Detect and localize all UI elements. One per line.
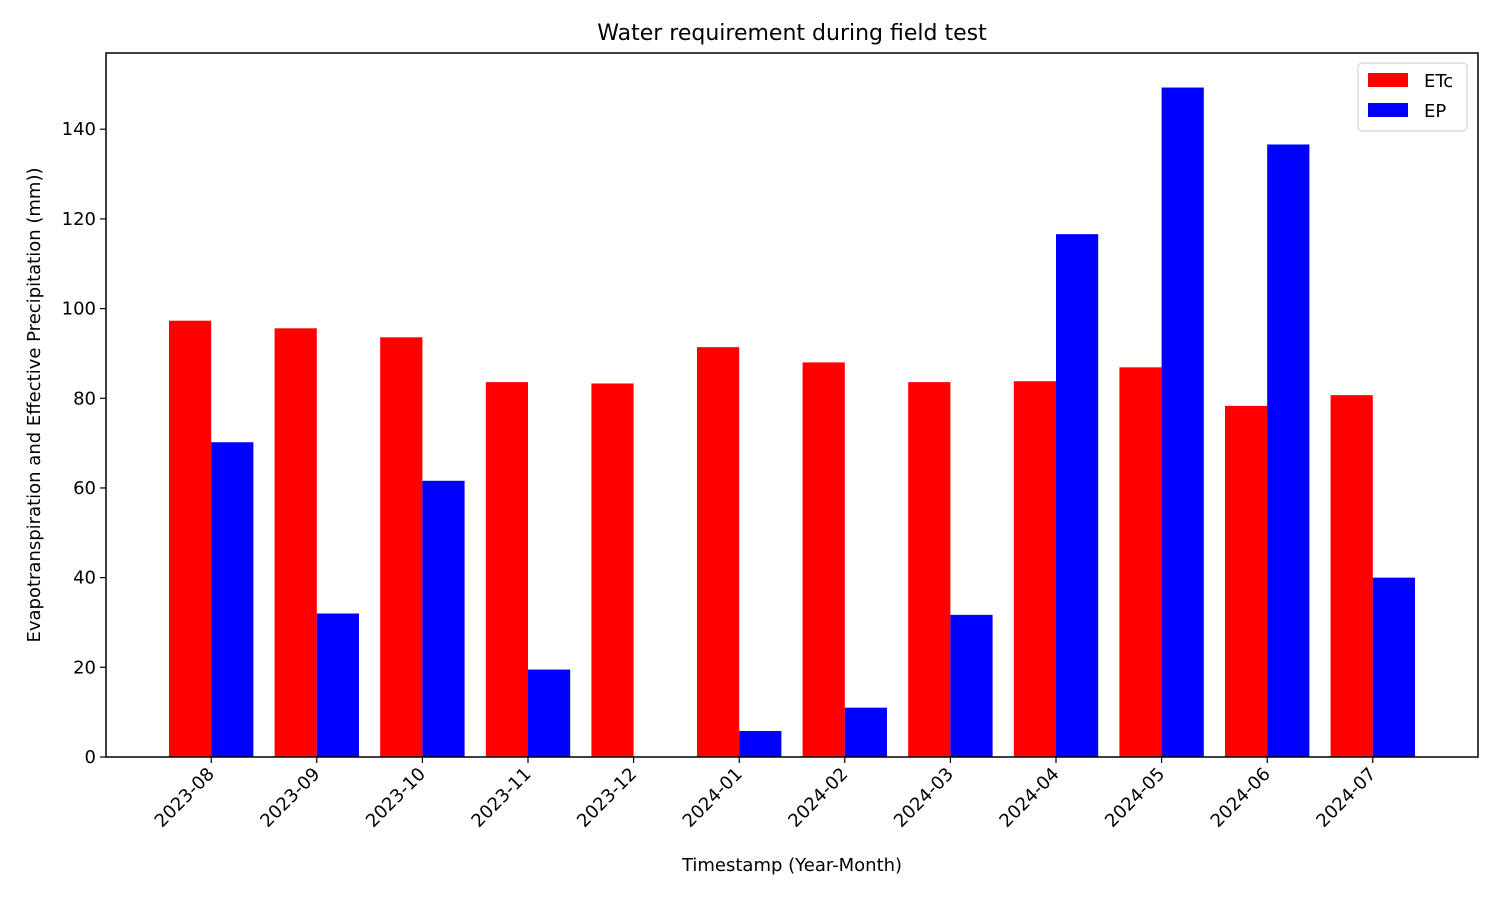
y-tick-label: 60: [73, 478, 96, 499]
bar-ep-2023-10: [422, 480, 465, 757]
y-axis-ticks: 0 20 40 60 80 100 120 140: [62, 119, 106, 768]
bar-etc-2023-09: [274, 328, 317, 757]
x-tick-label: 2024-05: [1101, 764, 1169, 832]
bars-layer: [169, 87, 1415, 758]
bar-etc-2024-05: [1119, 367, 1162, 757]
y-tick-label: 140: [62, 119, 96, 140]
bar-etc-2024-06: [1225, 405, 1268, 757]
bar-etc-2024-03: [908, 382, 951, 757]
x-axis-ticks: 2023-08 2023-09 2023-10 2023-11 2023-12 2024-…: [151, 757, 1380, 832]
x-tick-label: 2023-12: [573, 764, 641, 832]
bar-ep-2024-02: [844, 707, 887, 757]
chart-title: Water requirement during field test: [597, 21, 987, 46]
bar-etc-2023-10: [380, 337, 423, 757]
x-tick-label: 2024-07: [1312, 764, 1380, 832]
y-tick-label: 0: [85, 747, 96, 768]
bar-etc-2023-08: [169, 320, 212, 757]
x-tick-label: 2023-09: [256, 764, 324, 832]
x-axis-label: Timestamp (Year-Month): [681, 855, 902, 876]
bar-ep-2024-06: [1267, 144, 1310, 757]
legend-label-etc: ETc: [1424, 71, 1453, 92]
x-tick-label: 2023-11: [467, 764, 535, 832]
x-tick-label: 2024-04: [995, 764, 1063, 832]
bar-etc-2023-11: [485, 382, 528, 757]
x-tick-label: 2023-10: [362, 764, 430, 832]
bar-ep-2023-08: [211, 442, 254, 757]
legend-swatch-ep: [1368, 103, 1408, 117]
y-tick-label: 100: [62, 299, 96, 320]
legend-items: ETc EP: [1368, 71, 1453, 122]
bar-ep-2024-03: [950, 614, 993, 757]
bar-ep-2023-11: [528, 669, 571, 757]
y-tick-label: 40: [73, 568, 96, 589]
bar-etc-2024-01: [697, 347, 740, 757]
x-tick-label: 2024-01: [679, 764, 747, 832]
y-tick-label: 20: [73, 657, 96, 678]
bar-ep-2024-01: [739, 730, 782, 757]
bar-etc-2024-07: [1330, 395, 1373, 757]
bar-etc-2024-02: [802, 362, 845, 757]
x-tick-label: 2024-02: [784, 764, 852, 832]
bar-ep-2023-09: [316, 613, 359, 757]
bar-etc-2024-04: [1013, 381, 1056, 757]
bar-ep-2024-05: [1161, 87, 1204, 757]
bar-etc-2023-12: [591, 383, 634, 757]
bar-ep-2024-04: [1056, 234, 1099, 758]
bar-ep-2024-07: [1372, 577, 1415, 757]
legend-swatch-etc: [1368, 73, 1408, 87]
y-axis-label: Evapotranspiration and Effective Precipi…: [24, 167, 45, 642]
y-tick-label: 80: [73, 388, 96, 409]
x-tick-label: 2024-06: [1207, 764, 1275, 832]
x-tick-label: 2023-08: [151, 764, 219, 832]
plot-frame: [105, 52, 1479, 758]
legend-label-ep: EP: [1424, 101, 1446, 122]
y-tick-label: 120: [62, 209, 96, 230]
legend: ETc EP: [1357, 62, 1468, 132]
x-tick-label: 2024-03: [890, 764, 958, 832]
